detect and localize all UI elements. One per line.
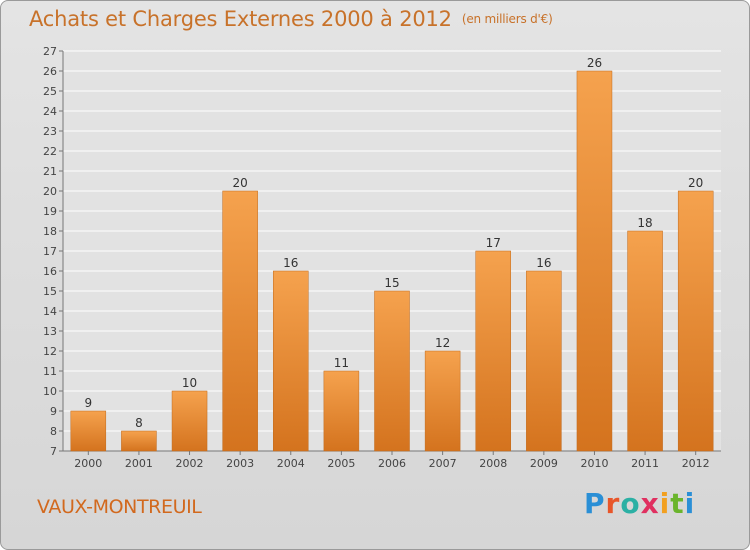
bar-2008 — [475, 250, 511, 452]
x-tick-label-2001: 2001 — [125, 457, 153, 470]
chart-unit: (en milliers d'€) — [461, 12, 553, 26]
data-label-2000: 9 — [84, 396, 92, 410]
y-tick-label: 15 — [43, 285, 57, 298]
y-tick-label: 13 — [43, 325, 57, 338]
y-tick-label: 23 — [43, 125, 57, 138]
bar-2002 — [171, 390, 208, 452]
y-tick-label: 18 — [43, 225, 57, 238]
bar-2000 — [70, 410, 107, 452]
data-label-2002: 10 — [182, 376, 197, 390]
bar-2005 — [323, 370, 360, 452]
y-tick-label: 21 — [43, 165, 57, 178]
y-tick-label: 20 — [43, 185, 57, 198]
y-tick-label: 7 — [50, 445, 57, 458]
chart-title-text: Achats et Charges Externes 2000 à 2012 — [29, 7, 452, 31]
bar-2012 — [677, 190, 714, 452]
data-label-2003: 20 — [233, 176, 248, 190]
data-label-2005: 11 — [334, 356, 349, 370]
x-tick-label-2002: 2002 — [176, 457, 204, 470]
y-tick-label: 12 — [43, 345, 57, 358]
x-tick-label-2012: 2012 — [682, 457, 710, 470]
proxiti-logo[interactable]: Proxiti — [584, 487, 696, 520]
data-label-2006: 15 — [384, 276, 399, 290]
x-tick-label-2006: 2006 — [378, 457, 406, 470]
bar-2001 — [121, 430, 157, 452]
bar-2003 — [222, 190, 258, 452]
data-label-2012: 20 — [688, 176, 703, 190]
data-label-2007: 12 — [435, 336, 450, 350]
data-label-2009: 16 — [536, 256, 551, 270]
y-tick-label: 19 — [43, 205, 57, 218]
y-tick-label: 24 — [43, 105, 57, 118]
y-tick-label: 8 — [50, 425, 57, 438]
commune-name: VAUX-MONTREUIL — [37, 496, 202, 518]
x-tick-label-2008: 2008 — [479, 457, 507, 470]
data-label-2010: 26 — [587, 56, 602, 70]
bar-2006 — [374, 290, 410, 452]
y-tick-label: 25 — [43, 85, 57, 98]
y-tick-label: 11 — [43, 365, 57, 378]
data-label-2004: 16 — [283, 256, 298, 270]
x-tick-label-2003: 2003 — [226, 457, 254, 470]
bar-2011 — [627, 230, 663, 452]
bar-2009 — [526, 270, 562, 452]
bar-2007 — [424, 350, 461, 452]
x-tick-label-2004: 2004 — [277, 457, 305, 470]
y-tick-label: 17 — [43, 245, 57, 258]
y-tick-label: 14 — [43, 305, 57, 318]
x-tick-label-2000: 2000 — [74, 457, 102, 470]
x-tick-label-2011: 2011 — [631, 457, 659, 470]
chart-title: Achats et Charges Externes 2000 à 2012 (e… — [29, 7, 553, 31]
x-tick-label-2007: 2007 — [429, 457, 457, 470]
y-tick-label: 10 — [43, 385, 57, 398]
data-label-2001: 8 — [135, 416, 143, 430]
x-tick-label-2009: 2009 — [530, 457, 558, 470]
x-tick-label-2005: 2005 — [327, 457, 355, 470]
data-label-2011: 18 — [637, 216, 652, 230]
y-tick-label: 26 — [43, 65, 57, 78]
y-tick-label: 16 — [43, 265, 57, 278]
y-tick-label: 27 — [43, 45, 57, 58]
y-tick-label: 22 — [43, 145, 57, 158]
x-tick-label-2010: 2010 — [580, 457, 608, 470]
y-tick-label: 9 — [50, 405, 57, 418]
data-label-2008: 17 — [486, 236, 501, 250]
bar-2004 — [273, 270, 309, 452]
bar-2010 — [576, 70, 613, 452]
